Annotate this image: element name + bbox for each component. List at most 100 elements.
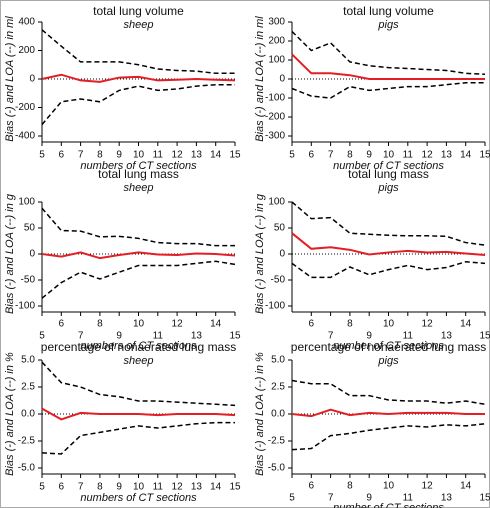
- x-tick-label: 9: [366, 150, 372, 161]
- x-tick-label: 7: [78, 331, 84, 342]
- y-tick-label: 50: [24, 223, 36, 234]
- y-tick-label: 50: [274, 223, 286, 234]
- y-axis-title: Bias (-) and LOA (--) in g: [4, 193, 16, 314]
- series-line: [291, 82, 485, 99]
- series-line: [41, 421, 235, 455]
- x-tick-label: 7: [328, 150, 334, 161]
- x-tick-label: 11: [403, 150, 414, 161]
- y-tick-label: -2.5: [268, 436, 286, 447]
- x-tick-label: 10: [133, 319, 145, 330]
- chart-subtitle: sheep: [124, 19, 154, 31]
- chart-subtitle: sheep: [124, 355, 154, 367]
- y-tick-label: -100: [15, 301, 35, 312]
- x-tick-label: 6: [309, 481, 315, 492]
- x-tick-label: 9: [366, 493, 372, 504]
- x-tick-label: 9: [116, 482, 122, 493]
- y-axis-title: Bias (-) and LOA (--) in %: [254, 352, 266, 476]
- y-tick-label: -50: [271, 275, 286, 286]
- x-tick-label: 11: [153, 482, 164, 493]
- x-tick-label: 9: [366, 331, 372, 342]
- x-tick-label: 15: [479, 331, 490, 342]
- series-line: [291, 201, 486, 246]
- chart-subtitle: pigs: [377, 182, 399, 194]
- y-tick-label: 400: [18, 17, 35, 28]
- y-tick-label: -100: [265, 93, 285, 104]
- y-tick-label: 5.0: [271, 355, 285, 366]
- y-axis-title: Bias (-) and LOA (--) in ml: [4, 16, 16, 142]
- x-tick-label: 12: [172, 319, 184, 330]
- y-tick-label: 0: [279, 74, 285, 85]
- x-tick-label: 9: [116, 150, 122, 161]
- x-tick-label: 6: [59, 319, 65, 330]
- series-line: [41, 407, 236, 421]
- series-line: [291, 261, 486, 279]
- x-tick-label: 12: [422, 481, 434, 492]
- y-tick-label: 2.5: [271, 382, 285, 393]
- x-tick-label: 13: [441, 150, 453, 161]
- x-tick-label: 11: [403, 493, 414, 504]
- series-line: [41, 260, 236, 299]
- chart-title: total lung volume: [343, 4, 434, 18]
- x-tick-label: 9: [116, 331, 122, 342]
- y-tick-label: -300: [265, 131, 285, 142]
- x-tick-label: 13: [191, 150, 203, 161]
- x-tick-label: 10: [383, 481, 395, 492]
- y-tick-label: -400: [15, 131, 35, 142]
- chart-subtitle: pigs: [377, 19, 399, 31]
- x-axis-title: numbers of CT sections: [80, 160, 197, 172]
- series-line: [41, 29, 235, 75]
- y-axis-title: Bias (-) and LOA (--) in %: [4, 352, 16, 476]
- series-line: [291, 422, 486, 451]
- chart-subtitle: pigs: [377, 355, 399, 367]
- series-line: [41, 73, 236, 83]
- series-line: [291, 30, 486, 75]
- x-tick-label: 8: [347, 481, 353, 492]
- x-tick-label: 11: [403, 331, 414, 342]
- y-tick-label: 0: [29, 74, 35, 85]
- x-tick-label: 10: [133, 482, 145, 493]
- x-axis-title: numbers of CT sections: [80, 492, 197, 504]
- y-tick-label: 5.0: [21, 355, 35, 366]
- x-axis-title: number of CT sections: [333, 340, 444, 352]
- x-tick-label: 6: [309, 150, 315, 161]
- chart-title: total lung volume: [93, 4, 184, 18]
- x-tick-label: 10: [383, 319, 395, 330]
- x-tick-label: 13: [441, 331, 453, 342]
- x-tick-label: 7: [78, 150, 84, 161]
- x-tick-label: 6: [59, 150, 65, 161]
- y-tick-label: 100: [18, 197, 35, 208]
- x-tick-label: 15: [479, 150, 490, 161]
- x-tick-label: 10: [133, 150, 145, 161]
- series-line: [291, 408, 485, 418]
- chart-title: percentage of nonaerated lung mass: [41, 340, 236, 354]
- x-tick-label: 7: [328, 493, 334, 504]
- y-tick-label: -5.0: [18, 463, 36, 474]
- series-line: [291, 379, 486, 406]
- y-tick-label: 0.0: [21, 409, 35, 420]
- x-tick-label: 13: [191, 331, 203, 342]
- x-tick-label: 15: [479, 493, 490, 504]
- x-tick-label: 15: [229, 150, 241, 161]
- x-tick-label: 8: [97, 319, 103, 330]
- y-tick-label: 100: [268, 197, 285, 208]
- x-tick-label: 14: [460, 481, 472, 492]
- x-tick-label: 8: [97, 482, 103, 493]
- x-tick-label: 8: [347, 319, 353, 330]
- x-tick-label: 12: [422, 319, 434, 330]
- chart-title: total lung mass: [348, 167, 429, 181]
- y-tick-label: 0: [29, 249, 35, 260]
- chart-title: total lung mass: [98, 167, 179, 181]
- x-tick-label: 5: [39, 331, 45, 342]
- x-tick-label: 5: [39, 150, 45, 161]
- x-tick-label: 12: [422, 150, 434, 161]
- x-tick-label: 11: [153, 150, 164, 161]
- series-line: [291, 232, 486, 257]
- y-tick-label: -200: [15, 102, 35, 113]
- x-tick-label: 15: [229, 331, 241, 342]
- x-tick-label: 12: [172, 150, 184, 161]
- x-tick-label: 14: [210, 150, 222, 161]
- y-axis-title: Bias (-) and LOA (--) in g: [254, 193, 266, 314]
- y-tick-label: -5.0: [268, 463, 286, 474]
- x-tick-label: 6: [309, 319, 315, 330]
- x-tick-label: 5: [289, 150, 295, 161]
